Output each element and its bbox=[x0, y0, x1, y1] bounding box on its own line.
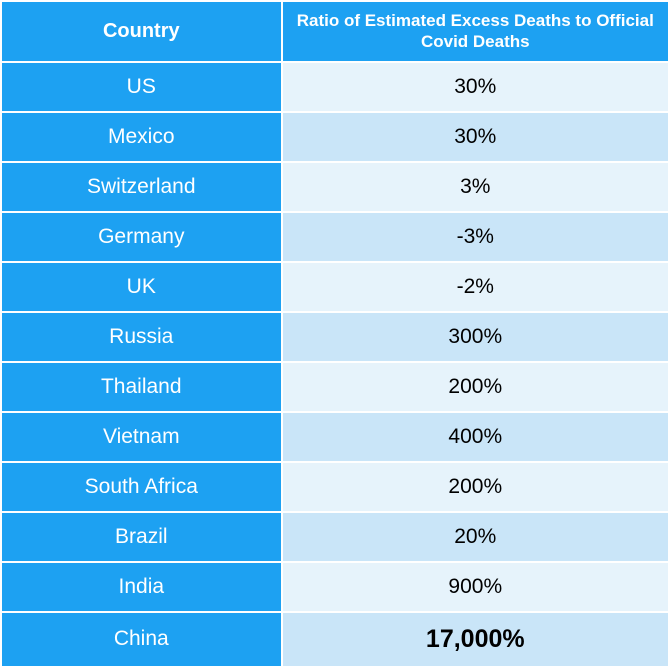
country-cell: India bbox=[1, 562, 282, 612]
country-cell: Russia bbox=[1, 312, 282, 362]
country-cell: Brazil bbox=[1, 512, 282, 562]
country-cell: Thailand bbox=[1, 362, 282, 412]
table-row: China17,000% bbox=[1, 612, 669, 667]
column-header-country: Country bbox=[1, 1, 282, 62]
ratio-cell: 200% bbox=[282, 462, 669, 512]
country-cell: US bbox=[1, 62, 282, 112]
ratio-cell: 17,000% bbox=[282, 612, 669, 667]
country-cell: Germany bbox=[1, 212, 282, 262]
table-body: US30%Mexico30%Switzerland3%Germany-3%UK-… bbox=[1, 62, 669, 667]
table-row: UK-2% bbox=[1, 262, 669, 312]
ratio-cell: 900% bbox=[282, 562, 669, 612]
table-row: India900% bbox=[1, 562, 669, 612]
country-cell: Vietnam bbox=[1, 412, 282, 462]
country-cell: China bbox=[1, 612, 282, 667]
country-cell: UK bbox=[1, 262, 282, 312]
ratio-cell: 30% bbox=[282, 112, 669, 162]
table-row: Germany-3% bbox=[1, 212, 669, 262]
ratio-cell: -2% bbox=[282, 262, 669, 312]
country-cell: Switzerland bbox=[1, 162, 282, 212]
table-row: South Africa200% bbox=[1, 462, 669, 512]
table-row: Mexico30% bbox=[1, 112, 669, 162]
ratio-cell: -3% bbox=[282, 212, 669, 262]
ratio-cell: 30% bbox=[282, 62, 669, 112]
table-row: Switzerland3% bbox=[1, 162, 669, 212]
excess-deaths-table: Country Ratio of Estimated Excess Deaths… bbox=[0, 0, 670, 668]
table-header: Country Ratio of Estimated Excess Deaths… bbox=[1, 1, 669, 62]
table-row: US30% bbox=[1, 62, 669, 112]
table-row: Vietnam400% bbox=[1, 412, 669, 462]
ratio-cell: 200% bbox=[282, 362, 669, 412]
ratio-cell: 300% bbox=[282, 312, 669, 362]
ratio-cell: 400% bbox=[282, 412, 669, 462]
column-header-ratio: Ratio of Estimated Excess Deaths to Offi… bbox=[282, 1, 669, 62]
ratio-cell: 20% bbox=[282, 512, 669, 562]
country-cell: South Africa bbox=[1, 462, 282, 512]
table-row: Russia300% bbox=[1, 312, 669, 362]
table-row: Brazil20% bbox=[1, 512, 669, 562]
table-row: Thailand200% bbox=[1, 362, 669, 412]
country-cell: Mexico bbox=[1, 112, 282, 162]
ratio-cell: 3% bbox=[282, 162, 669, 212]
